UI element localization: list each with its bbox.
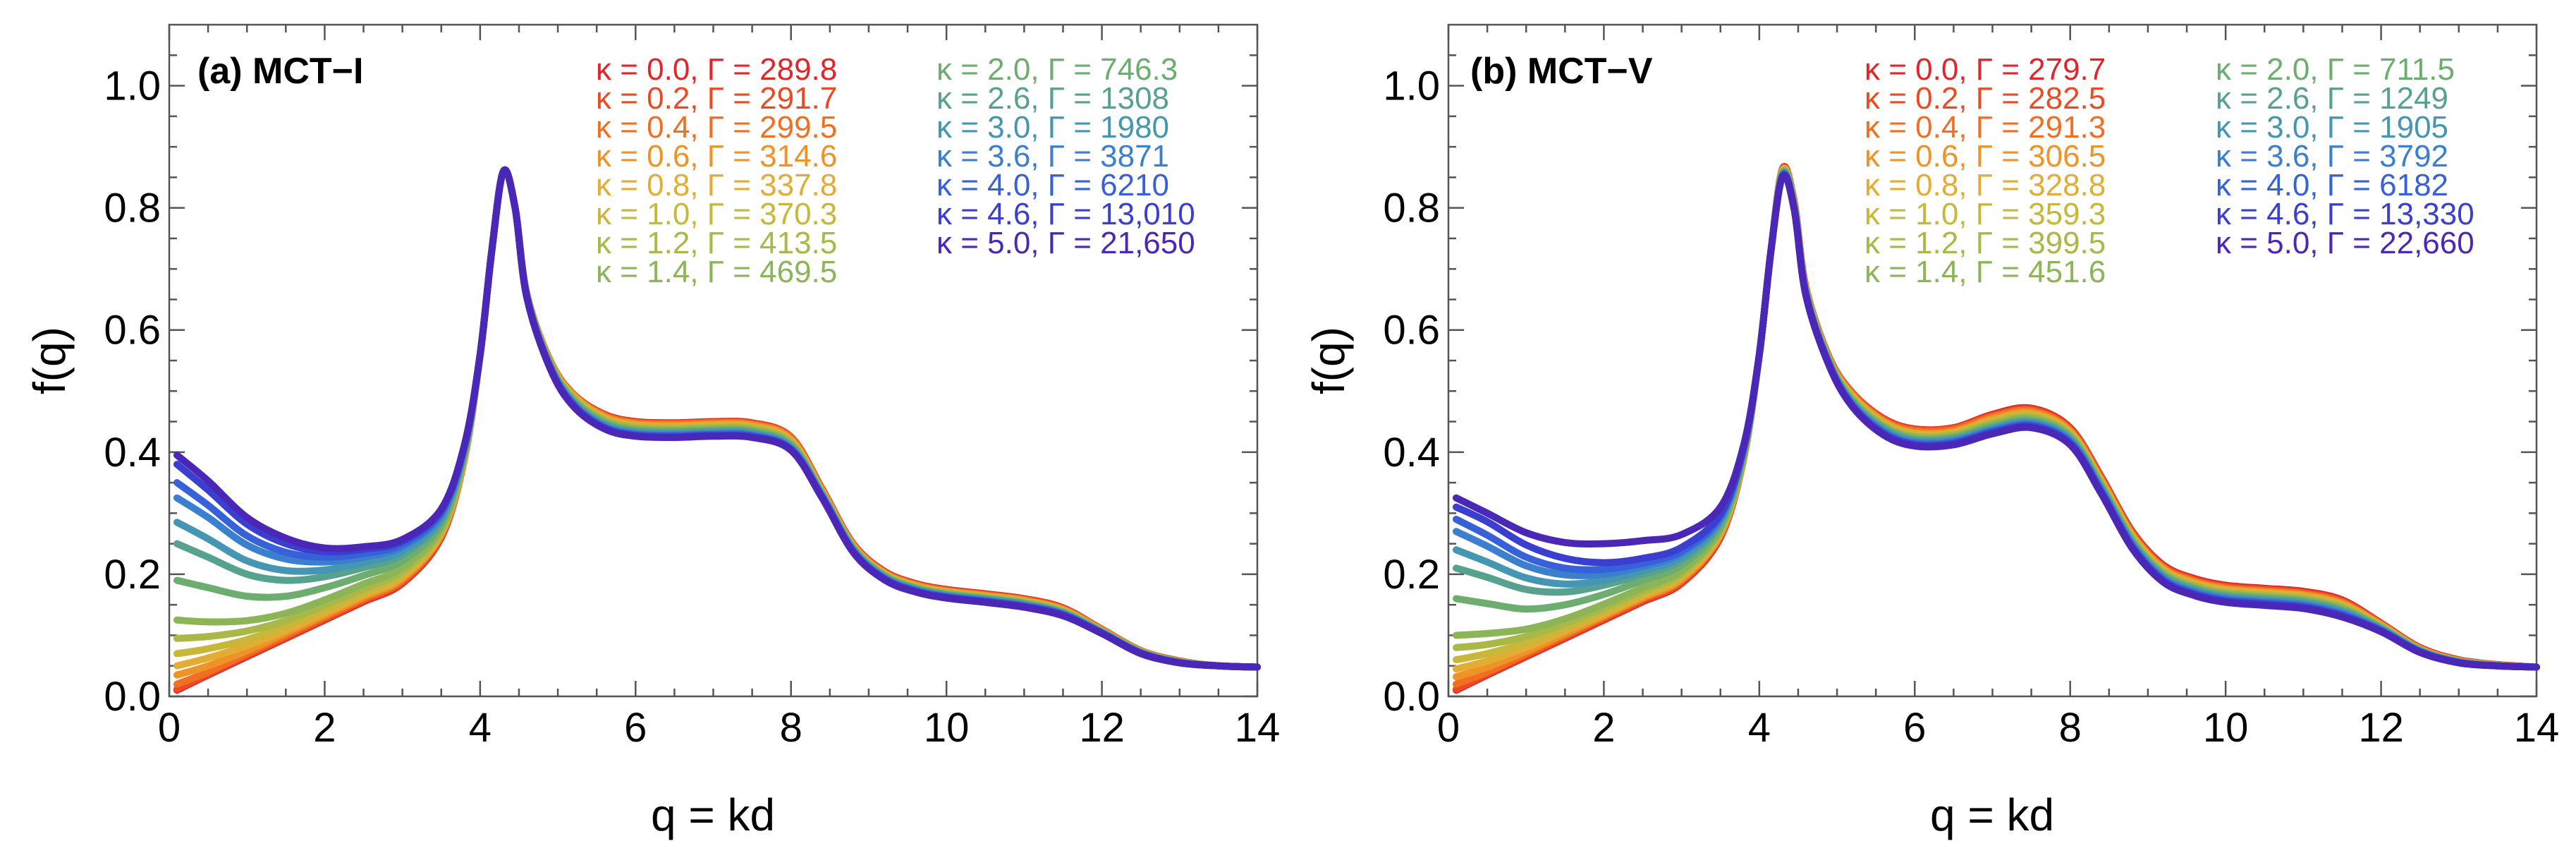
panel-b-y-tick-label: 0.8 [1383, 186, 1440, 231]
panel-b-ylabel: f(q) [1303, 327, 1354, 394]
panel-a-y-tick-label: 0.0 [104, 674, 161, 720]
panel-b-ticks [1447, 25, 2538, 698]
panel-a-legend-entry: κ = 1.2, Γ = 413.5 [596, 226, 837, 260]
panel-a-series-line-14 [173, 166, 1261, 671]
panel-a-y-tick-label: 0.2 [104, 552, 161, 598]
panel-b-legend-entry: κ = 4.0, Γ = 6182 [2216, 168, 2448, 202]
panel-a-ticks [168, 25, 1259, 698]
panel-a-legend-entry: κ = 1.4, Γ = 469.5 [596, 255, 837, 289]
panel-a-legend-entry: κ = 3.6, Γ = 3871 [936, 139, 1169, 174]
panel-b-legend-entry: κ = 1.4, Γ = 451.6 [1864, 255, 2106, 289]
panel-b-legend-entry: κ = 3.0, Γ = 1905 [2216, 110, 2448, 145]
panel-a-legend-entry: κ = 0.6, Γ = 314.6 [596, 139, 837, 174]
panel-a-y-tick-label: 1.0 [104, 63, 161, 109]
panel-b-legend-entry: κ = 1.0, Γ = 359.3 [1864, 197, 2106, 231]
panel-b-x-tick-label: 0 [1437, 705, 1460, 751]
panel-b-y-tick-label: 1.0 [1383, 63, 1440, 109]
panel-b-legend: κ = 0.0, Γ = 279.7κ = 0.2, Γ = 282.5κ = … [1864, 52, 2474, 289]
panel-a-legend: κ = 0.0, Γ = 289.8κ = 0.2, Γ = 291.7κ = … [596, 52, 1195, 289]
panel-a-x-tick-label: 8 [780, 705, 802, 751]
panel-a: 0 2 4 6 8 10 12 140.00.20.40.60.81.0 (a) MCT−I … [24, 23, 1280, 840]
panel-a-y-tick-label: 0.8 [104, 186, 161, 231]
panel-b-legend-entry: κ = 0.0, Γ = 279.7 [1864, 52, 2106, 87]
panel-a-legend-entry: κ = 4.6, Γ = 13,010 [936, 197, 1195, 231]
panel-a-tick-labels: 0 2 4 6 8 10 12 14 0.0 0.2 0.4 0.6 0.8 1.0 [104, 63, 1280, 751]
panel-a-x-tick-label: 12 [1079, 705, 1125, 751]
panel-a-legend-entry: κ = 4.0, Γ = 6210 [936, 168, 1169, 202]
panel-b-legend-entry: κ = 2.0, Γ = 711.5 [2216, 52, 2455, 87]
panel-a-x-tick-label: 0 [158, 705, 181, 751]
panel-a-ylabel: f(q) [24, 327, 75, 394]
panel-b-x-tick-label: 10 [2203, 705, 2249, 751]
panel-a-legend-entry: κ = 0.4, Γ = 299.5 [596, 110, 837, 145]
panel-a-x-tick-label: 2 [313, 705, 336, 751]
panel-b-legend-entry: κ = 3.6, Γ = 3792 [2216, 139, 2448, 174]
panel-b-series-line-14 [1453, 171, 2540, 671]
panel-a-curves [173, 166, 1261, 694]
panel-a-xlabel: q = kd [651, 790, 775, 840]
panel-b-legend-entry: κ = 2.6, Γ = 1249 [2216, 81, 2448, 116]
panel-b-legend-entry: κ = 1.2, Γ = 399.5 [1864, 226, 2106, 260]
panel-b-y-tick-label: 0.2 [1383, 552, 1440, 598]
panel-b-tick-labels: 0 2 4 6 8 10 12 14 0.0 0.2 0.4 0.6 0.8 1.0 [1383, 63, 2559, 751]
panel-b: 0 2 4 6 8 10 12 140.00.20.40.60.81.0 (b) MCT−V … [1303, 23, 2559, 840]
panel-a-legend-entry: κ = 2.0, Γ = 746.3 [936, 52, 1178, 87]
panel-b-x-tick-label: 4 [1748, 705, 1771, 751]
panel-b-label: (b) MCT−V [1470, 51, 1653, 92]
panel-b-y-tick-label: 0.0 [1383, 674, 1440, 720]
panel-b-legend-entry: κ = 0.4, Γ = 291.3 [1864, 110, 2106, 145]
panel-b-x-tick-label: 6 [1903, 705, 1926, 751]
panel-a-x-tick-label: 6 [624, 705, 647, 751]
panel-b-x-tick-label: 2 [1592, 705, 1615, 751]
panel-b-legend-entry: κ = 0.8, Γ = 328.8 [1864, 168, 2106, 202]
panel-b-x-tick-label: 14 [2514, 705, 2560, 751]
panel-b-legend-entry: κ = 4.6, Γ = 13,330 [2216, 197, 2474, 231]
panel-a-legend-entry: κ = 5.0, Γ = 21,650 [936, 226, 1195, 260]
panel-a-legend-entry: κ = 0.0, Γ = 289.8 [596, 52, 837, 87]
panel-b-x-tick-label: 12 [2358, 705, 2404, 751]
panel-b-legend-entry: κ = 0.6, Γ = 306.5 [1864, 139, 2106, 174]
panel-a-x-tick-label: 14 [1235, 705, 1281, 751]
panel-a-legend-entry: κ = 0.2, Γ = 291.7 [596, 81, 837, 116]
panel-a-x-tick-label: 4 [469, 705, 492, 751]
panel-b-x-tick-label: 8 [2059, 705, 2082, 751]
panel-a-y-tick-label: 0.6 [104, 308, 161, 353]
panel-a-x-tick-label: 10 [924, 705, 970, 751]
panel-b-y-tick-label: 0.4 [1383, 430, 1440, 476]
panel-b-curves [1453, 163, 2540, 694]
panel-a-legend-entry: κ = 1.0, Γ = 370.3 [596, 197, 837, 231]
panel-a-legend-entry: κ = 2.6, Γ = 1308 [936, 81, 1169, 116]
panel-b-xlabel: q = kd [1930, 790, 2054, 840]
panel-a-legend-entry: κ = 0.8, Γ = 337.8 [596, 168, 837, 202]
panel-a-label: (a) MCT−I [197, 51, 363, 92]
panel-a-y-tick-label: 0.4 [104, 430, 161, 476]
panel-b-legend-entry: κ = 5.0, Γ = 22,660 [2216, 226, 2474, 260]
panel-b-y-tick-label: 0.6 [1383, 308, 1440, 353]
panel-b-legend-entry: κ = 0.2, Γ = 282.5 [1864, 81, 2106, 116]
panel-a-legend-entry: κ = 3.0, Γ = 1980 [936, 110, 1169, 145]
